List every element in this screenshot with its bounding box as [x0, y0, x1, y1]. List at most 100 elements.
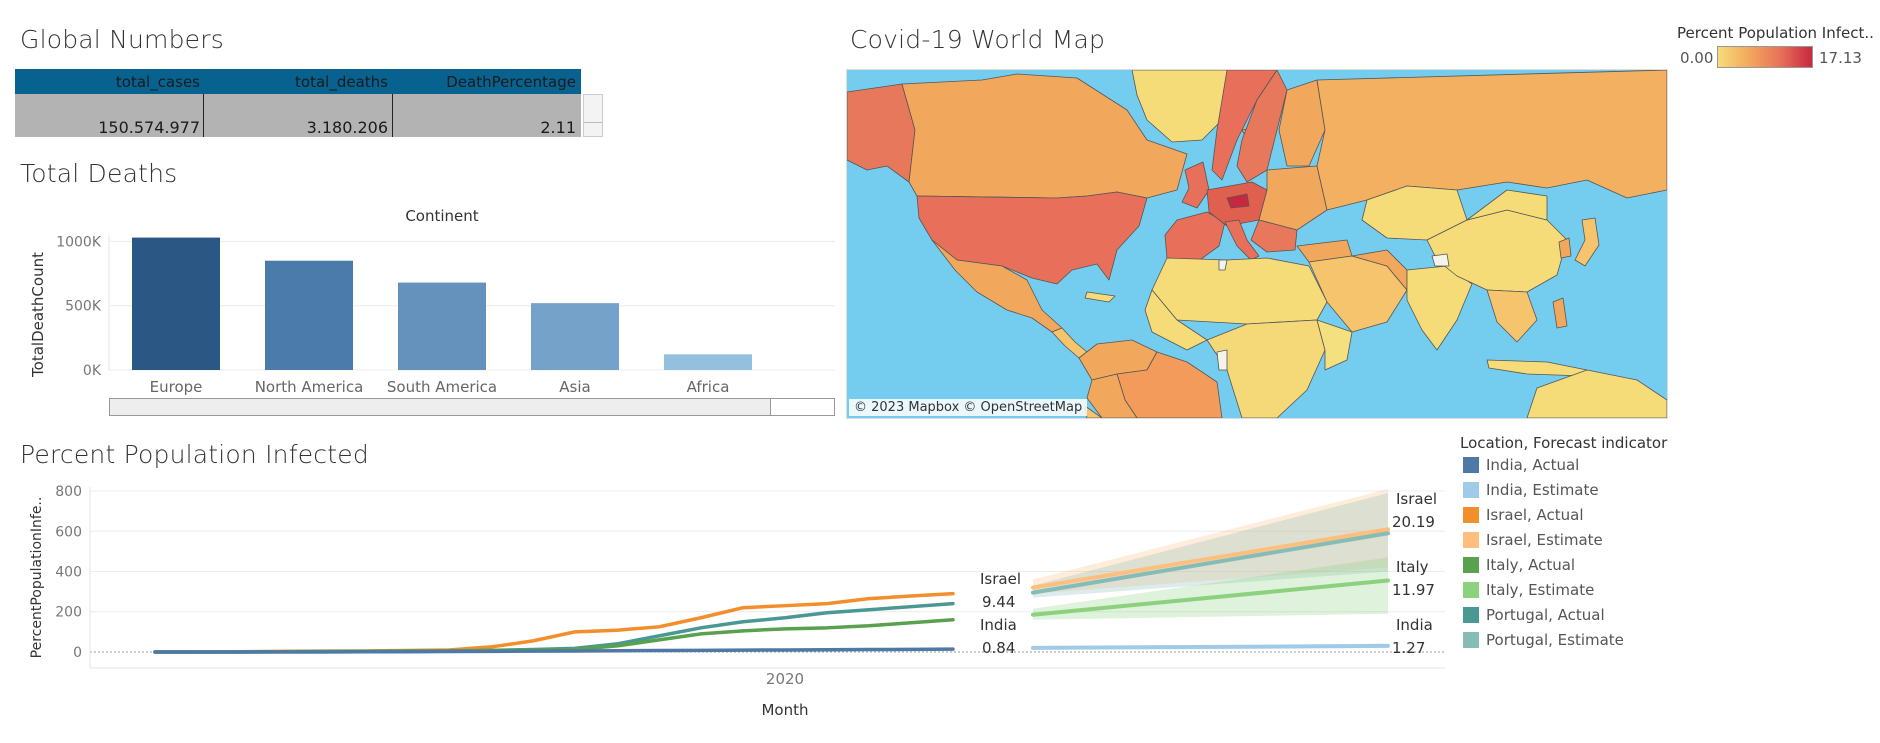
bar-africa[interactable]: [664, 354, 752, 370]
estimate-band-israel[interactable]: [1033, 489, 1388, 594]
line-chart-y-tick: 0: [73, 645, 82, 661]
legend-item-label[interactable]: Portugal, Estimate: [1486, 631, 1624, 649]
world-map-canvas[interactable]: [847, 70, 1667, 418]
estimate-band-italy[interactable]: [1033, 557, 1388, 620]
philippines[interactable]: [1552, 297, 1568, 329]
legend-item-label[interactable]: Israel, Actual: [1486, 506, 1584, 524]
map-legend-max: 17.13: [1819, 49, 1862, 67]
value-death-percentage: 2.11: [540, 118, 576, 137]
east-africa[interactable]: [1316, 319, 1353, 371]
map-legend-title: Percent Population Infect..: [1677, 24, 1874, 42]
legend-item-label[interactable]: Portugal, Actual: [1486, 606, 1605, 624]
line-chart-y-tick: 200: [55, 605, 82, 621]
legend-item-label[interactable]: Israel, Estimate: [1486, 531, 1603, 549]
table-scrollbar[interactable]: [583, 94, 603, 137]
header-total-deaths: total_deaths: [295, 73, 388, 91]
line-chart-xlabel: Month: [761, 701, 808, 719]
estimate-line-israel[interactable]: [1031, 527, 1390, 590]
balkans[interactable]: [1250, 219, 1298, 253]
header-death-percentage: DeathPercentage: [446, 73, 576, 91]
north-africa[interactable]: [1151, 257, 1328, 325]
bar-chart-x-tick: Asia: [559, 378, 590, 396]
legend-swatch[interactable]: [1463, 632, 1479, 648]
central-africa[interactable]: [1206, 319, 1326, 418]
global-numbers-value-row: 150.574.977 3.180.206 2.11: [15, 94, 581, 137]
label-india-estimate-name: India: [1396, 616, 1433, 634]
legend-swatch[interactable]: [1463, 582, 1479, 598]
cuba[interactable]: [1084, 291, 1116, 303]
label-israel-estimate-value: 20.19: [1392, 513, 1435, 531]
scrollbar-thumb[interactable]: [770, 399, 834, 415]
legend-swatch[interactable]: [1463, 457, 1479, 473]
mongolia[interactable]: [1466, 189, 1548, 221]
west-africa[interactable]: [1144, 289, 1208, 351]
global-numbers-title: Global Numbers: [20, 25, 224, 54]
bar-south-america[interactable]: [398, 282, 486, 370]
actual-line-india[interactable]: [153, 647, 955, 654]
australia[interactable]: [1526, 369, 1667, 418]
total-deaths-title: Total Deaths: [20, 159, 178, 188]
estimate-line-india[interactable]: [1031, 643, 1390, 650]
bar-chart-x-tick: North America: [255, 378, 364, 396]
no-data-region: [1431, 253, 1450, 267]
label-india-actual-name: India: [980, 616, 1017, 634]
bar-north-america[interactable]: [265, 260, 353, 370]
world-map[interactable]: © 2023 Mapbox © OpenStreetMap: [846, 69, 1668, 419]
legend-item-label[interactable]: Italy, Actual: [1486, 556, 1576, 574]
no-data-region: [1216, 349, 1228, 371]
estimate-line-portugal[interactable]: [1031, 531, 1390, 595]
label-italy-estimate-name: Italy: [1396, 558, 1429, 576]
legend-swatch[interactable]: [1463, 607, 1479, 623]
line-legend-title: Location, Forecast indicator: [1460, 434, 1668, 452]
russia[interactable]: [1316, 70, 1667, 211]
column-divider: [392, 94, 393, 137]
legend-swatch[interactable]: [1463, 482, 1479, 498]
legend-item-label[interactable]: India, Actual: [1486, 456, 1580, 474]
bar-chart-x-tick: Africa: [687, 378, 730, 396]
column-divider: [203, 94, 204, 137]
label-israel-estimate-name: Israel: [1396, 490, 1437, 508]
line-chart-y-tick: 600: [55, 524, 82, 540]
southeast-asia[interactable]: [1486, 289, 1538, 343]
value-total-deaths: 3.180.206: [306, 118, 388, 137]
legend-swatch[interactable]: [1463, 532, 1479, 548]
korea[interactable]: [1558, 237, 1572, 259]
line-chart-y-tick: 800: [55, 484, 82, 500]
line-chart-x-tick: 2020: [766, 670, 804, 688]
bar-chart-y-tick: 0K: [83, 363, 102, 379]
bar-chart-y-tick: 1000K: [56, 234, 102, 250]
label-israel-actual-value: 9.44: [982, 593, 1015, 611]
label-india-actual-value: 0.84: [982, 639, 1015, 657]
united-kingdom[interactable]: [1181, 161, 1210, 209]
bar-chart-y-tick: 500K: [65, 299, 102, 315]
bar-chart-x-tick: Europe: [150, 378, 203, 396]
czechia[interactable]: [1226, 193, 1250, 209]
scrollbar-divider: [584, 122, 602, 123]
peru[interactable]: [1086, 373, 1138, 418]
map-attribution[interactable]: © 2023 Mapbox © OpenStreetMap: [849, 399, 1088, 416]
legend-swatch[interactable]: [1463, 557, 1479, 573]
map-legend-min: 0.00: [1680, 49, 1714, 67]
bar-chart-horizontal-scrollbar[interactable]: [109, 398, 835, 416]
percent-infected-title: Percent Population Infected: [20, 440, 369, 469]
legend-item-label[interactable]: India, Estimate: [1486, 481, 1599, 499]
bar-asia[interactable]: [531, 303, 619, 370]
france-spain[interactable]: [1164, 211, 1226, 263]
no-data-region: [1218, 259, 1228, 271]
label-india-estimate-value: 1.27: [1392, 639, 1425, 657]
japan[interactable]: [1574, 217, 1600, 267]
canada[interactable]: [901, 73, 1188, 199]
total-deaths-bar-chart: Continent TotalDeathCount 0K 500K 1000K Europ…: [29, 207, 835, 396]
estimate-line-italy[interactable]: [1031, 578, 1390, 617]
label-italy-estimate-value: 11.97: [1392, 581, 1435, 599]
line-chart-ylabel: PercentPopulationInfe..: [29, 497, 45, 659]
percent-infected-line-chart: 0 200 400 600 800 PercentPopulationInfe.. 2020…: [29, 484, 1445, 719]
italy[interactable]: [1224, 219, 1260, 261]
line-chart-y-tick: 400: [55, 564, 82, 580]
global-numbers-header-row: total_cases total_deaths DeathPercentage: [15, 69, 581, 94]
legend-swatch[interactable]: [1463, 507, 1479, 523]
label-israel-actual-name: Israel: [980, 570, 1021, 588]
bar-europe[interactable]: [132, 237, 220, 370]
actual-line-israel[interactable]: [153, 591, 955, 654]
legend-item-label[interactable]: Italy, Estimate: [1486, 581, 1595, 599]
